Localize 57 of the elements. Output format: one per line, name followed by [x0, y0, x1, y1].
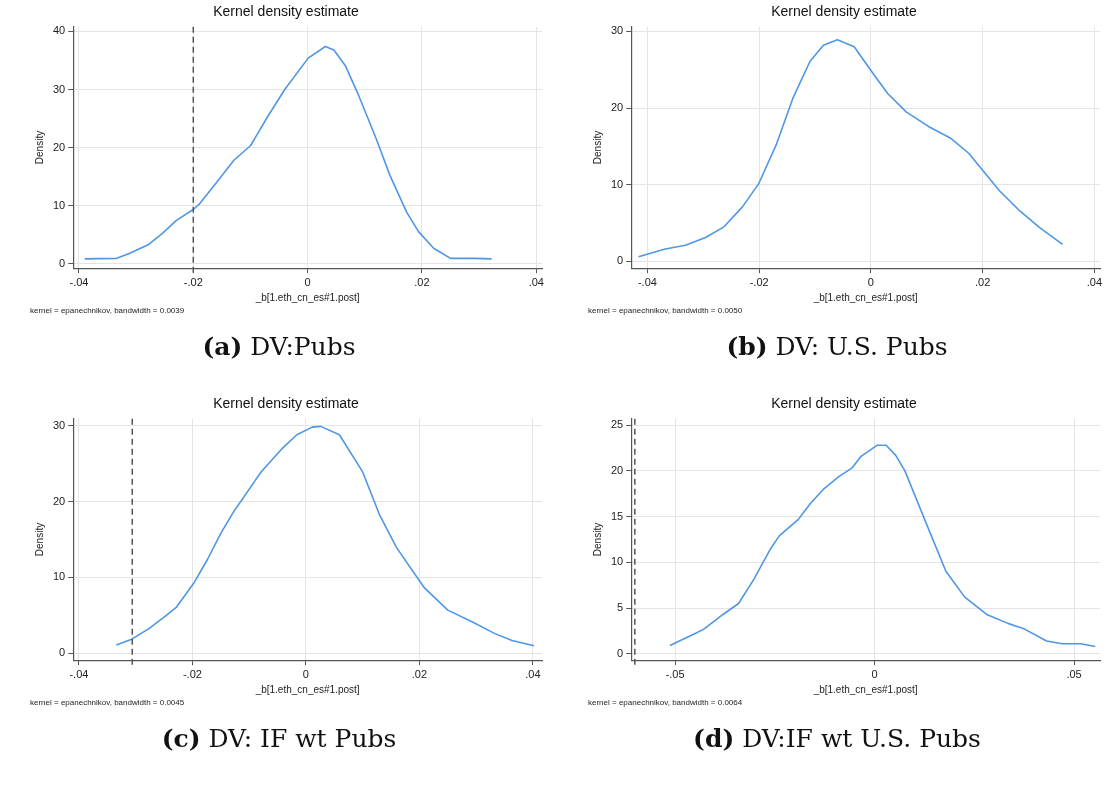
x-tick-label: -.02 — [182, 667, 202, 680]
y-tick-label: 0 — [59, 646, 66, 659]
y-tick-label: 25 — [610, 418, 624, 431]
y-tick-label: 20 — [610, 101, 624, 114]
chart-title: Kernel density estimate — [213, 3, 359, 20]
x-tick-label: -.04 — [69, 275, 89, 288]
text: (c) DV: IF wt Pubs — [161, 724, 397, 753]
x-tick-label: .04 — [528, 275, 544, 288]
chart-title: Kernel density estimate — [213, 395, 359, 412]
text: (b) DV: U.S. Pubs — [726, 332, 948, 361]
x-tick-label: .02 — [411, 667, 428, 680]
text: kernel = epanechnikov, bandwidth = 0.0045 — [30, 698, 185, 708]
y-tick-label: 15 — [610, 509, 624, 522]
y-tick-label: 0 — [617, 646, 624, 659]
y-axis-title: Density — [591, 522, 603, 557]
y-tick-label: 0 — [617, 254, 624, 267]
x-axis-title: _b[1.eth_cn_es#1.post] — [254, 684, 360, 696]
x-tick-label: -.02 — [749, 275, 769, 288]
chart-title: Kernel density estimate — [771, 395, 917, 412]
text: kernel = epanechnikov, bandwidth = 0.0064 — [588, 698, 743, 708]
y-tick-label: 10 — [610, 177, 624, 190]
y-tick-label: 20 — [610, 463, 624, 476]
y-axis-title: Density — [33, 130, 45, 165]
chart-title: Kernel density estimate — [771, 3, 917, 20]
x-tick-label: -.04 — [69, 667, 89, 680]
y-tick-label: 10 — [52, 570, 66, 583]
x-tick-label: .04 — [525, 667, 541, 680]
x-tick-label: 0 — [304, 275, 311, 288]
text: (a) DV:Pubs — [202, 332, 356, 361]
x-tick-label: 0 — [871, 667, 878, 680]
text: (d) DV:IF wt U.S. Pubs — [693, 724, 981, 753]
x-tick-label: -.02 — [183, 275, 203, 288]
y-tick-label: 20 — [52, 140, 66, 153]
text: kernel = epanechnikov, bandwidth = 0.0050 — [588, 306, 743, 316]
x-axis-title: _b[1.eth_cn_es#1.post] — [254, 292, 360, 304]
y-axis-title: Density — [33, 522, 45, 557]
x-tick-label: .05 — [1066, 667, 1082, 680]
text: kernel = epanechnikov, bandwidth = 0.0039 — [30, 306, 185, 316]
y-tick-label: 30 — [52, 418, 66, 431]
x-axis-title: _b[1.eth_cn_es#1.post] — [812, 684, 918, 696]
x-tick-label: 0 — [867, 275, 874, 288]
y-tick-label: 10 — [610, 555, 624, 568]
x-tick-label: .02 — [975, 275, 991, 288]
y-tick-label: 20 — [52, 494, 66, 507]
x-tick-label: .04 — [1086, 275, 1103, 288]
x-tick-label: -.04 — [637, 275, 657, 288]
y-tick-label: 5 — [617, 601, 624, 614]
x-tick-label: -.05 — [665, 667, 685, 680]
y-tick-label: 0 — [59, 256, 66, 269]
x-tick-label: .02 — [414, 275, 430, 288]
y-tick-label: 30 — [52, 82, 66, 95]
y-tick-label: 10 — [52, 198, 66, 211]
x-tick-label: 0 — [302, 667, 309, 680]
x-axis-title: _b[1.eth_cn_es#1.post] — [812, 292, 918, 304]
y-tick-label: 40 — [52, 24, 66, 37]
y-tick-label: 30 — [610, 24, 624, 37]
y-axis-title: Density — [591, 130, 603, 165]
